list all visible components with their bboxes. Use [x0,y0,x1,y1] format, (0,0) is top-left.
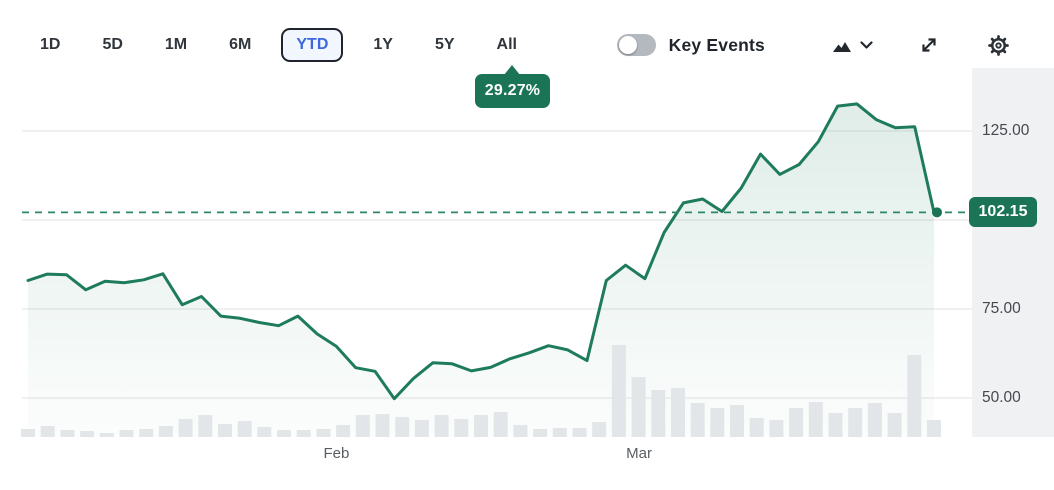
volume-bar [927,420,941,437]
volume-bar [808,402,823,437]
change-tooltip-value: 29.27% [484,82,541,99]
range-tab-1m[interactable]: 1M [153,28,199,62]
volume-bar [375,414,390,437]
volume-bar [552,428,567,437]
key-events-toggle[interactable] [616,34,656,56]
price-line [26,102,936,401]
volume-bar [257,427,272,437]
range-tab-all[interactable]: All [485,28,529,62]
volume-bar [907,355,922,437]
volume-bar [789,408,804,437]
chart-toolbar: 1D 5D 1M 6M YTD 1Y 5Y All Key Events [0,22,1054,68]
volume-bar [493,412,508,437]
current-price-dot [932,207,942,218]
range-tab-1d[interactable]: 1D [28,28,72,62]
volume-bar [414,420,429,437]
volume-bar [474,415,488,437]
area-chart-type-icon [833,42,851,52]
volume-bar [60,430,75,437]
volume-bar [611,345,626,437]
volume-bar [592,422,607,437]
volume-bar [887,413,902,437]
y-axis-label-125: 125.00 [982,122,1030,139]
volume-bar [867,403,882,437]
current-price-badge: 102.15 [969,197,1037,228]
price-area-fill [28,103,934,438]
y-axis-label-75: 75.00 [982,300,1021,317]
volume-bar [198,415,213,437]
volume-bar [336,425,351,437]
volume-bar [119,430,134,437]
toggle-knob [618,36,637,54]
tooltip-arrow-icon [504,65,520,75]
volume-bar [99,433,114,437]
volume-bar [848,408,863,437]
range-tab-6m[interactable]: 6M [217,28,263,62]
volume-bar [749,418,764,437]
volume-bar [690,403,705,437]
volume-bar [730,405,744,437]
volume-bar [218,424,232,437]
range-tab-1y[interactable]: 1Y [361,28,405,62]
volume-bar [296,430,311,437]
volume-bar [21,429,35,437]
range-selector: 1D 5D 1M 6M YTD 1Y 5Y All [0,28,529,62]
key-events-label: Key Events [668,34,765,55]
volume-bar [828,413,843,437]
range-tab-5d[interactable]: 5D [90,28,134,62]
volume-bar [769,420,784,437]
y-axis-label-50: 50.00 [982,389,1021,406]
volume-bar [671,388,685,437]
volume-bar [513,425,528,437]
volume-bar [572,428,587,437]
x-axis-label-mar: Mar [626,445,652,462]
volume-bar [40,426,55,437]
volume-bar [533,429,548,437]
chart-type-button[interactable] [827,33,877,57]
settings-gear-icon [988,34,1009,56]
range-tab-5y[interactable]: 5Y [423,28,467,62]
volume-bar [434,415,449,437]
chevron-down-icon [860,41,873,49]
expand-icon [922,38,936,52]
change-tooltip: 29.27% [475,65,550,108]
y-axis-panel [972,68,1054,437]
volume-bar [237,421,252,437]
volume-bar [395,417,410,437]
volume-bar [651,390,666,437]
volume-bar [454,419,469,437]
fullscreen-button[interactable] [915,31,943,59]
volume-bar [80,431,95,437]
range-tab-ytd[interactable]: YTD [281,28,344,62]
volume-bar [710,408,725,437]
volume-bar [355,415,370,437]
toolbar-right-cluster: Key Events [616,30,1054,61]
volume-bar [277,430,291,437]
volume-bar [158,426,173,437]
x-axis-label-feb: Feb [323,445,350,462]
volume-bar [316,429,331,437]
settings-button[interactable] [983,30,1014,61]
volume-bar [139,429,154,437]
volume-bar [178,419,193,437]
volume-bar [631,377,646,437]
